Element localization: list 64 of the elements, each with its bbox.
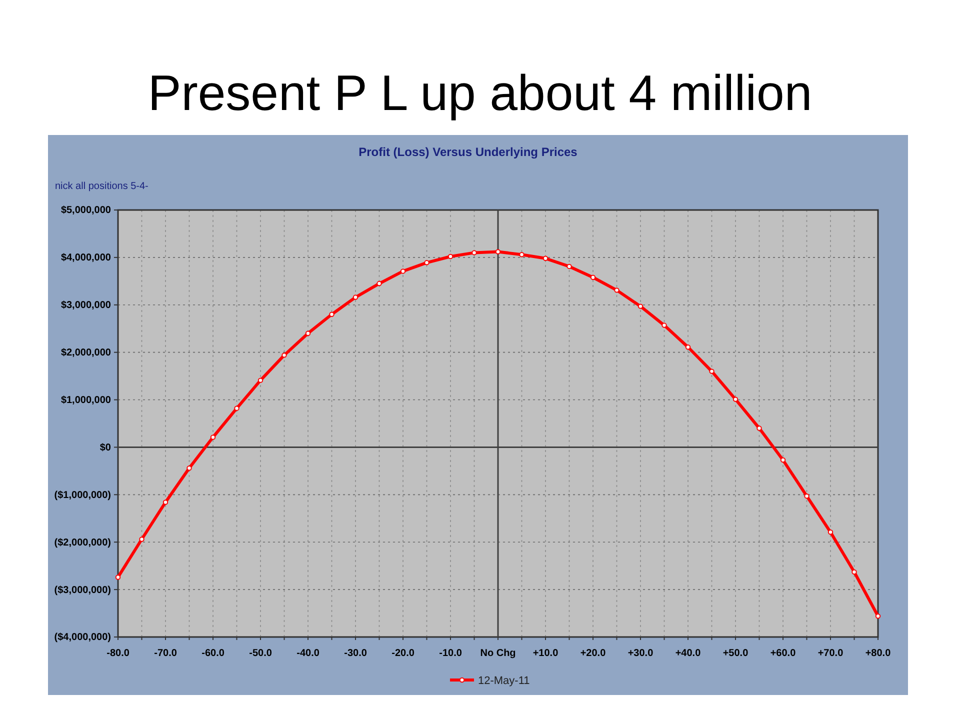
point — [376, 280, 382, 286]
point — [519, 252, 524, 258]
point — [685, 344, 691, 350]
point — [709, 368, 714, 374]
x-tick-label: -80.0 — [106, 648, 130, 659]
point — [732, 396, 738, 402]
chart-subtitle: Profit (Loss) Versus Underlying Prices — [358, 145, 578, 159]
y-tick-label: $4,000,000 — [60, 252, 112, 264]
y-tick-label: ($3,000,000) — [54, 584, 111, 596]
point — [638, 304, 644, 309]
point — [115, 574, 121, 580]
x-tick-label: -20.0 — [392, 648, 415, 659]
point — [400, 268, 406, 274]
point — [828, 530, 834, 535]
y-tick-label: ($2,000,000) — [54, 537, 111, 548]
x-tick-label: +30.0 — [628, 648, 654, 659]
point — [424, 260, 430, 266]
point — [305, 330, 311, 336]
point — [472, 250, 477, 256]
point — [590, 274, 596, 280]
x-tick-label: +40.0 — [675, 648, 702, 659]
point — [542, 256, 548, 261]
chart-title: Present P L up about 4 million — [148, 65, 812, 121]
text: nick all positions 5-4- — [55, 181, 148, 192]
x-tick-label: -70.0 — [154, 648, 178, 659]
point — [756, 426, 762, 431]
x-tick-label: +10.0 — [532, 648, 559, 659]
point — [495, 249, 501, 254]
x-tick-label: -30.0 — [344, 648, 368, 659]
point — [662, 322, 667, 328]
point — [139, 536, 144, 542]
point — [566, 264, 572, 270]
point — [282, 352, 287, 358]
y-tick-label: ($1,000,000) — [54, 490, 111, 501]
y-tick-label: $3,000,000 — [60, 300, 112, 312]
point — [210, 434, 216, 440]
point — [448, 254, 454, 260]
x-tick-label: No Chg — [480, 648, 516, 659]
legend-label: 12-May-11 — [478, 675, 530, 687]
x-tick-label: -10.0 — [439, 648, 462, 659]
point — [162, 500, 168, 505]
x-tick-label: +20.0 — [580, 648, 606, 659]
x-tick-label: +50.0 — [722, 648, 749, 659]
point — [780, 457, 786, 463]
point — [258, 378, 264, 383]
point — [186, 465, 192, 471]
point — [352, 294, 358, 300]
x-tick-label: -60.0 — [202, 648, 225, 659]
point — [875, 614, 881, 619]
point — [614, 288, 620, 293]
point — [804, 493, 810, 499]
point — [329, 312, 334, 317]
y-tick-label: $0 — [100, 442, 112, 454]
x-tick-label: +80.0 — [865, 648, 892, 659]
x-tick-label: +60.0 — [770, 648, 796, 659]
x-tick-label: -40.0 — [296, 648, 320, 659]
y-tick-label: $5,000,000 — [60, 205, 112, 216]
y-tick-label: $2,000,000 — [60, 348, 112, 359]
x-tick-label: +70.0 — [818, 648, 844, 659]
y-tick-label: $1,000,000 — [60, 394, 112, 406]
y-tick-label: ($4,000,000) — [54, 632, 111, 644]
x-tick-label: -50.0 — [249, 648, 272, 659]
point — [852, 569, 857, 575]
point — [234, 406, 240, 411]
